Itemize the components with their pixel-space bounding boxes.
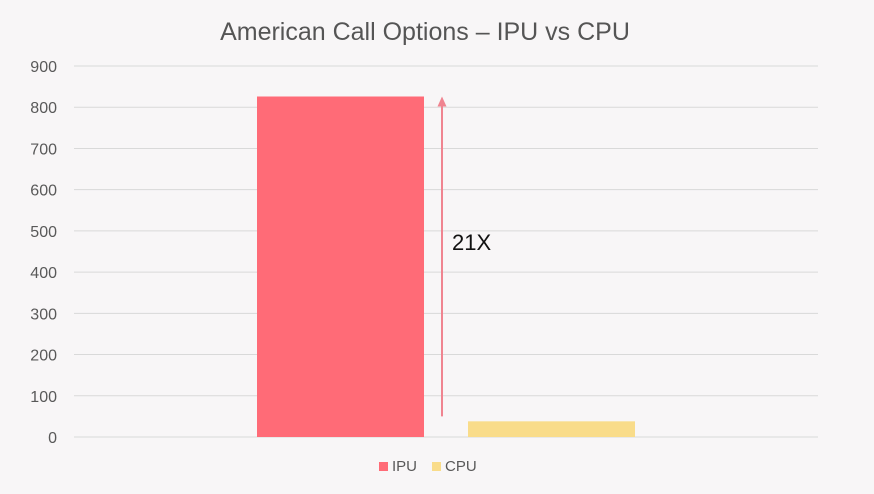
arrow-head [437,96,447,107]
legend-label-ipu: IPU [392,458,417,475]
legend-swatch-ipu [379,462,388,471]
y-tick-label: 900 [30,59,57,76]
y-tick-label: 100 [30,389,57,406]
legend-swatch-cpu [432,462,441,471]
bars [257,96,635,437]
legend-label-cpu: CPU [445,458,477,475]
legend: IPU CPU [379,458,477,475]
y-tick-label: 300 [30,306,57,323]
y-tick-label: 800 [30,100,57,117]
y-tick-label: 700 [30,141,57,158]
y-tick-label: 500 [30,224,57,241]
annotation: 21X [437,96,491,417]
bar-cpu [468,421,635,437]
y-axis-ticks: 0 100 200 300 400 500 600 700 800 900 [30,59,57,447]
chart-title: American Call Options – IPU vs CPU [220,18,630,46]
y-tick-label: 0 [48,430,57,447]
bar-ipu [257,96,424,437]
y-tick-label: 400 [30,265,57,282]
annotation-label: 21X [452,230,491,255]
y-tick-label: 200 [30,348,57,365]
y-tick-label: 600 [30,183,57,200]
gridlines [74,65,818,438]
